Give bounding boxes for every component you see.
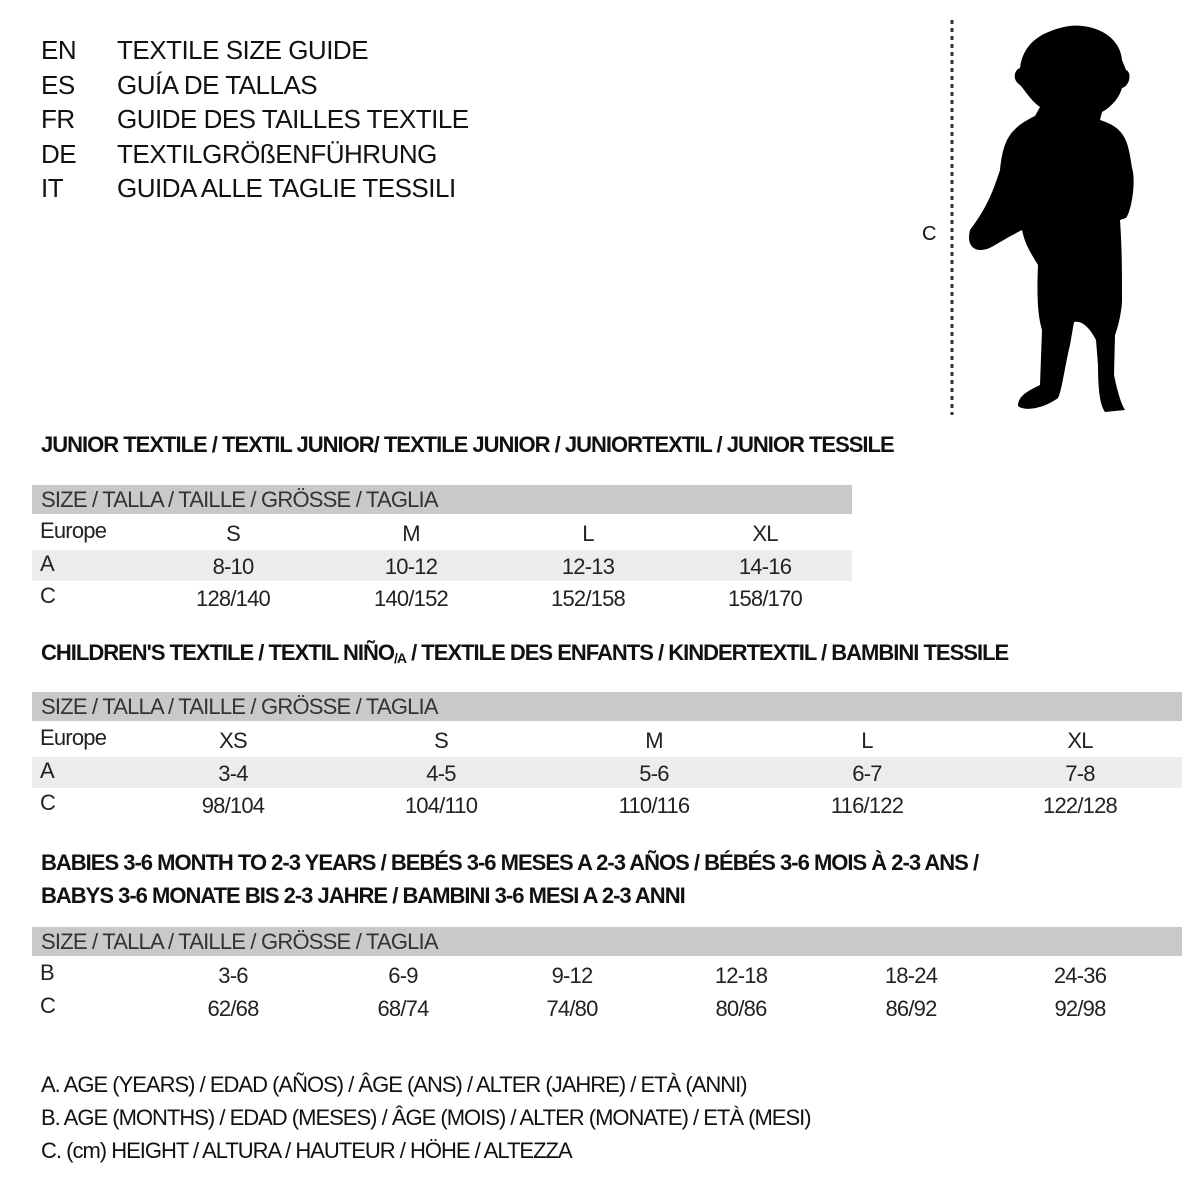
table-cell: 140/152 <box>374 586 449 611</box>
shaded-row <box>32 549 852 581</box>
table-cell: L <box>582 521 594 546</box>
table-cell: 3-6 <box>218 963 248 988</box>
row-label: C <box>40 583 56 608</box>
table-cell: 104/110 <box>404 793 478 818</box>
table-cell: 18-24 <box>884 963 938 988</box>
row-label: C <box>40 992 56 1018</box>
language-code: EN <box>41 35 77 65</box>
shaded-row <box>32 756 1182 788</box>
table-cell: 10-12 <box>384 553 438 579</box>
row-label: A <box>40 757 55 783</box>
table-cell: 92/98 <box>1054 995 1106 1021</box>
table-cell: 68/74 <box>377 995 429 1021</box>
table-cell: 12-18 <box>714 963 768 988</box>
legend-b: B. AGE (MONTHS) / EDAD (MESES) / ÂGE (MO… <box>41 1105 812 1130</box>
size-header-label: SIZE / TALLA / TAILLE / GRÖSSE / TAGLIA <box>41 694 439 719</box>
table-cell: 80/86 <box>715 995 767 1021</box>
table-cell: 3-4 <box>218 760 248 786</box>
table-cell: 8-10 <box>212 553 255 579</box>
table-cell: XS <box>219 728 248 753</box>
table-cell: 152/158 <box>551 586 626 611</box>
legend-a: A. AGE (YEARS) / EDAD (AÑOS) / ÂGE (ANS)… <box>41 1072 748 1097</box>
row-label: A <box>40 550 55 576</box>
language-title: TEXTILGRÖßENFÜHRUNG <box>117 138 437 169</box>
table-cell: 14-16 <box>738 553 792 579</box>
language-code: IT <box>41 173 64 203</box>
babies-title-line1: BABIES 3-6 MONTH TO 2-3 YEARS / BEBÉS 3-… <box>41 850 979 875</box>
size-header-label: SIZE / TALLA / TAILLE / GRÖSSE / TAGLIA <box>41 929 439 954</box>
table-cell: 12-13 <box>561 553 615 579</box>
table-cell: 74/80 <box>546 995 598 1021</box>
table-cell: 122/128 <box>1043 793 1118 818</box>
measure-label: C <box>922 223 936 245</box>
children-title: CHILDREN'S TEXTILE / TEXTIL NIÑO/A / TEX… <box>41 640 1009 666</box>
children-title-rest: / TEXTILE DES ENFANTS / KINDERTEXTIL / B… <box>405 640 1009 665</box>
language-code: DE <box>41 138 77 169</box>
children-title-main: CHILDREN'S TEXTILE / TEXTIL NIÑO <box>41 640 395 665</box>
row-label: C <box>40 790 56 815</box>
child-silhouette-icon: C <box>922 20 1134 415</box>
table-cell: 6-7 <box>852 760 882 786</box>
table-cell: 110/116 <box>618 793 690 818</box>
children-title-sub: /A <box>393 650 407 666</box>
table-cell: S <box>226 521 241 546</box>
language-title: TEXTILE SIZE GUIDE <box>117 35 369 65</box>
table-cell: 116/122 <box>830 793 904 818</box>
legend-c: C. (cm) HEIGHT / ALTURA / HAUTEUR / HÖHE… <box>41 1138 573 1163</box>
table-cell: 98/104 <box>201 793 265 818</box>
table-cell: 4-5 <box>426 760 456 786</box>
table-cell: S <box>434 728 449 753</box>
table-cell: 5-6 <box>639 760 669 786</box>
babies-title-line2: BABYS 3-6 MONATE BIS 2-3 JAHRE / BAMBINI… <box>41 883 686 908</box>
row-label: Europe <box>40 518 107 543</box>
row-label: B <box>40 960 55 985</box>
language-title: GUÍA DE TALLAS <box>117 69 318 100</box>
size-header-bar: SIZE / TALLA / TAILLE / GRÖSSE / TAGLIA <box>32 927 1182 956</box>
table-cell: 9-12 <box>551 963 594 988</box>
table-cell: M <box>402 521 420 546</box>
table-cell: L <box>861 728 873 753</box>
language-code: ES <box>41 69 75 100</box>
row-label: Europe <box>40 725 107 750</box>
table-cell: 24-36 <box>1053 963 1107 988</box>
language-title: GUIDA ALLE TAGLIE TESSILI <box>117 173 456 203</box>
size-header-bar: SIZE / TALLA / TAILLE / GRÖSSE / TAGLIA <box>32 485 852 514</box>
table-cell: 6-9 <box>388 963 418 988</box>
table-cell: 7-8 <box>1065 760 1095 786</box>
table-cell: 62/68 <box>207 995 259 1021</box>
table-cell: XL <box>1067 728 1093 753</box>
table-cell: 128/140 <box>196 586 271 611</box>
size-header-label: SIZE / TALLA / TAILLE / GRÖSSE / TAGLIA <box>41 487 439 512</box>
junior-title: JUNIOR TEXTILE / TEXTIL JUNIOR/ TEXTILE … <box>41 432 895 457</box>
table-cell: M <box>645 728 663 753</box>
size-header-bar: SIZE / TALLA / TAILLE / GRÖSSE / TAGLIA <box>32 692 1182 721</box>
language-code: FR <box>41 104 75 134</box>
table-cell: XL <box>752 521 778 546</box>
language-title: GUIDE DES TAILLES TEXTILE <box>117 104 469 134</box>
table-cell: 86/92 <box>885 995 937 1021</box>
table-cell: 158/170 <box>728 586 803 611</box>
